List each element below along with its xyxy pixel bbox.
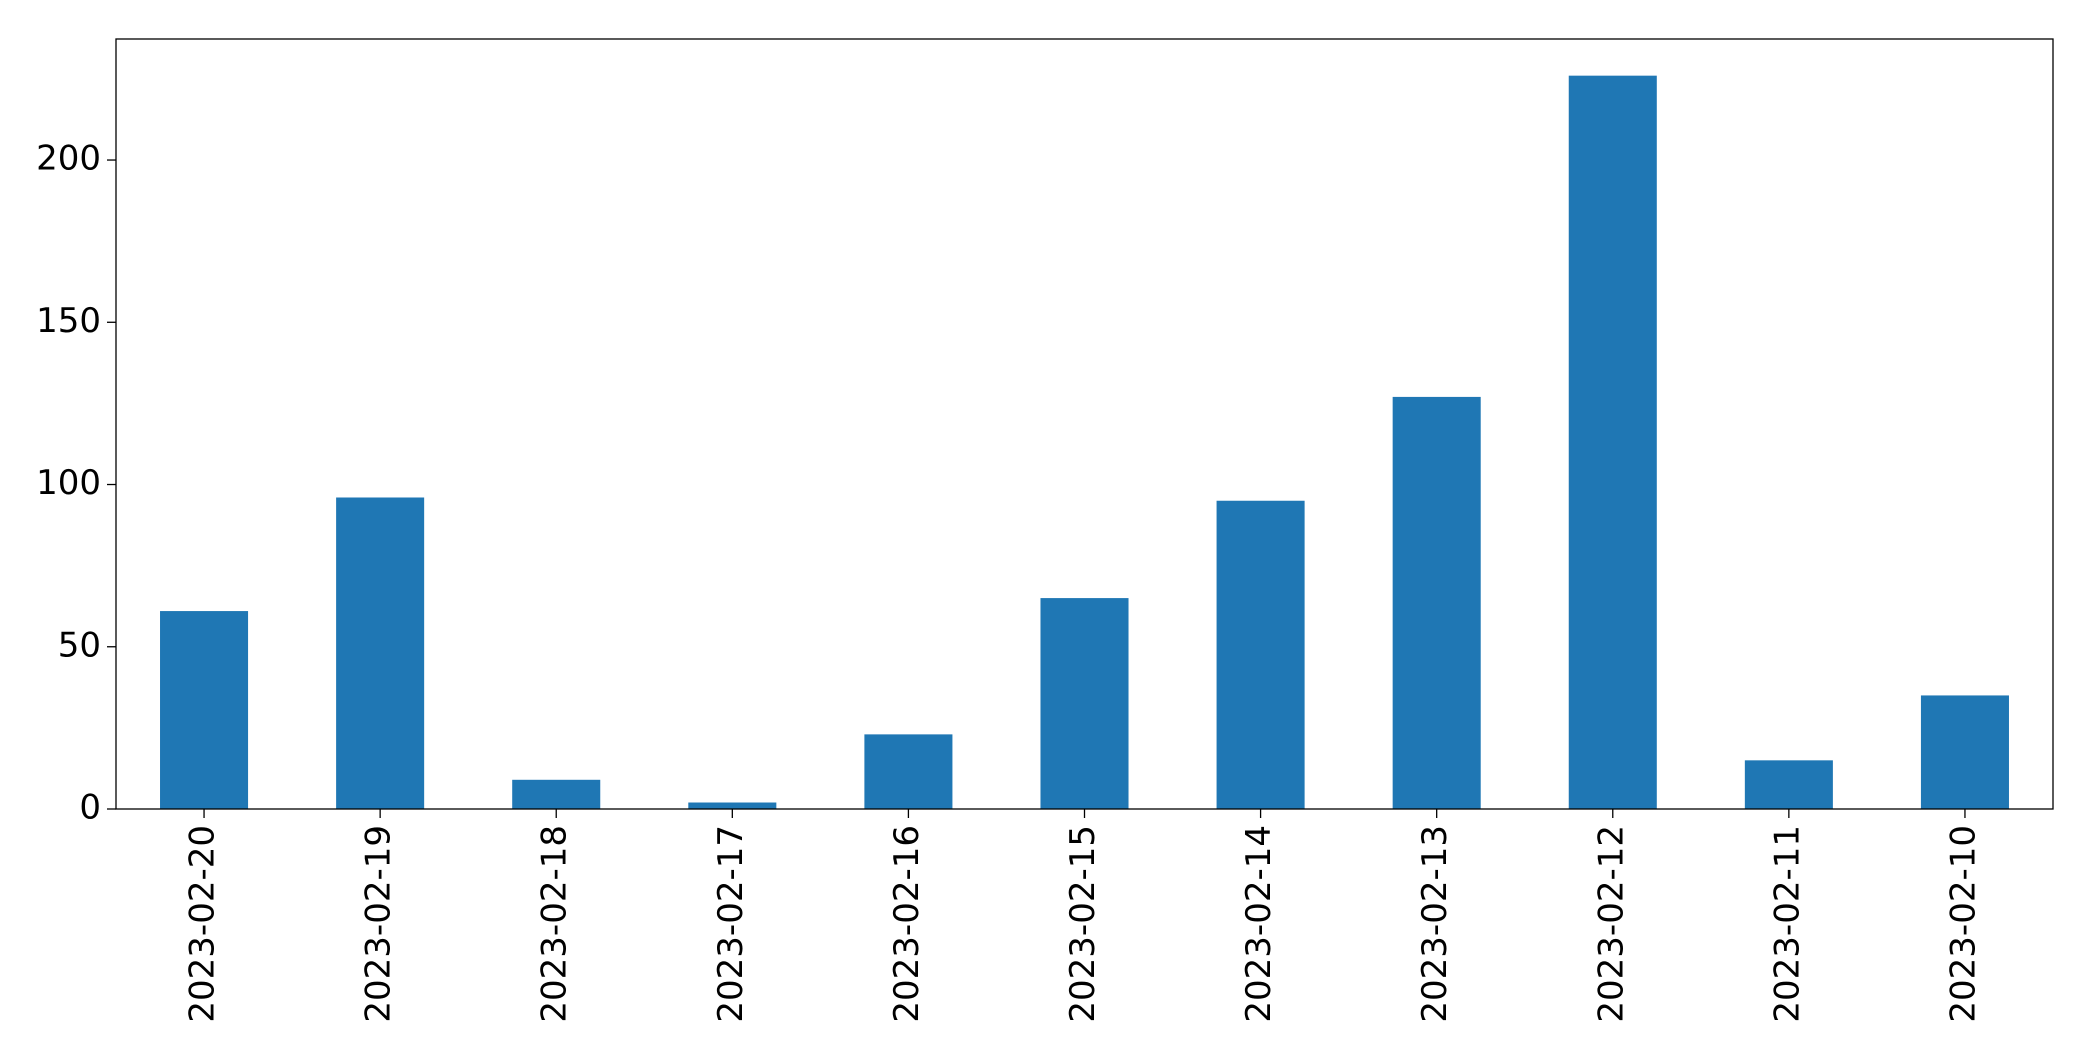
y-tick-label: 200	[36, 139, 101, 179]
x-tick-label: 2023-02-10	[1943, 825, 1983, 1023]
bar	[1216, 500, 1305, 809]
x-tick-label: 2023-02-20	[183, 825, 223, 1023]
bar	[864, 734, 953, 809]
y-tick-label: 0	[79, 788, 101, 828]
x-tick-label: 2023-02-12	[1591, 825, 1631, 1023]
bar	[1568, 75, 1657, 809]
x-tick-label: 2023-02-13	[1415, 825, 1455, 1023]
x-tick-label: 2023-02-16	[887, 825, 927, 1023]
y-tick-label: 150	[36, 301, 101, 341]
x-tick-label: 2023-02-17	[711, 825, 751, 1023]
x-tick-label: 2023-02-14	[1239, 825, 1279, 1023]
bar	[1040, 598, 1129, 809]
bar	[1920, 695, 2009, 809]
bar	[688, 802, 777, 809]
bar	[512, 779, 601, 809]
y-tick-label: 100	[36, 463, 101, 503]
x-tick-label: 2023-02-19	[359, 825, 399, 1023]
x-tick-label: 2023-02-18	[535, 825, 575, 1023]
bar	[336, 497, 425, 809]
bar	[1392, 396, 1481, 809]
plot-frame	[115, 38, 2054, 810]
bar	[1744, 760, 1833, 809]
y-tick-label: 50	[58, 625, 101, 665]
x-tick-label: 2023-02-11	[1767, 825, 1807, 1023]
x-tick-label: 2023-02-15	[1063, 825, 1103, 1023]
bar	[160, 611, 249, 809]
